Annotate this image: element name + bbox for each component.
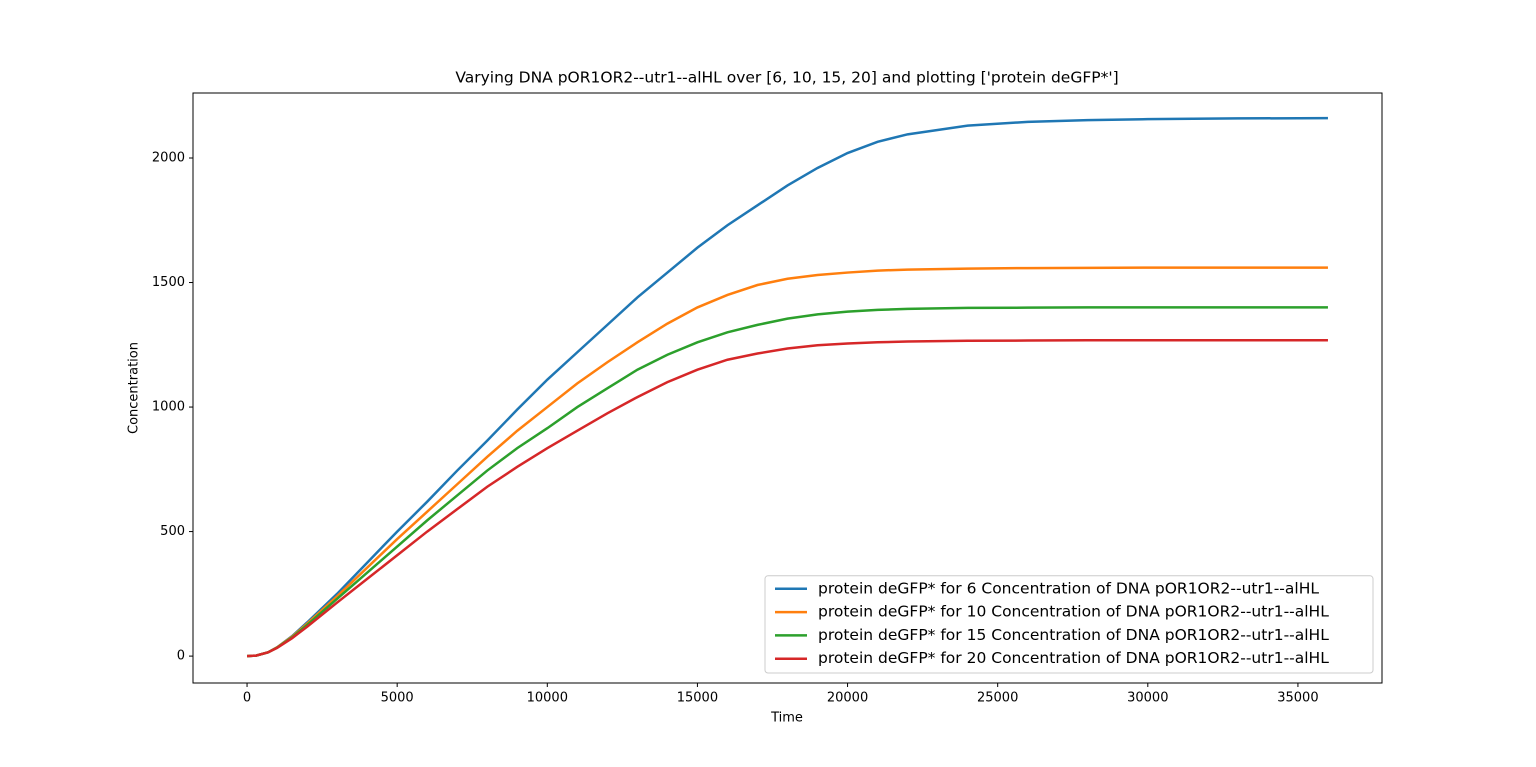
x-tick-label: 0 bbox=[243, 691, 251, 706]
legend-label: protein deGFP* for 20 Concentration of D… bbox=[818, 649, 1329, 667]
legend-label: protein deGFP* for 15 Concentration of D… bbox=[818, 626, 1329, 644]
x-tick-label: 10000 bbox=[527, 691, 568, 706]
y-tick-label: 500 bbox=[160, 524, 185, 539]
chart-title: Varying DNA pOR1OR2--utr1--alHL over [6,… bbox=[455, 69, 1118, 87]
y-tick-label: 2000 bbox=[152, 151, 185, 166]
legend-label: protein deGFP* for 6 Concentration of DN… bbox=[818, 579, 1319, 597]
data-line bbox=[246, 339, 1328, 658]
y-tick-label: 1500 bbox=[152, 275, 185, 290]
x-tick-label: 30000 bbox=[1127, 691, 1168, 706]
data-line bbox=[246, 306, 1328, 658]
y-tick-label: 0 bbox=[177, 649, 185, 664]
y-tick-label: 1000 bbox=[152, 400, 185, 415]
x-tick-label: 20000 bbox=[827, 691, 868, 706]
x-tick-label: 15000 bbox=[677, 691, 718, 706]
plot-frame bbox=[192, 92, 1383, 684]
legend-label: protein deGFP* for 10 Concentration of D… bbox=[818, 603, 1329, 621]
x-tick-label: 5000 bbox=[381, 691, 414, 706]
x-tick-label: 25000 bbox=[977, 691, 1018, 706]
x-tick-label: 35000 bbox=[1277, 691, 1318, 706]
x-axis-label: Time bbox=[770, 711, 803, 726]
y-axis-label: Concentration bbox=[127, 342, 142, 434]
legend-box bbox=[764, 575, 1374, 674]
